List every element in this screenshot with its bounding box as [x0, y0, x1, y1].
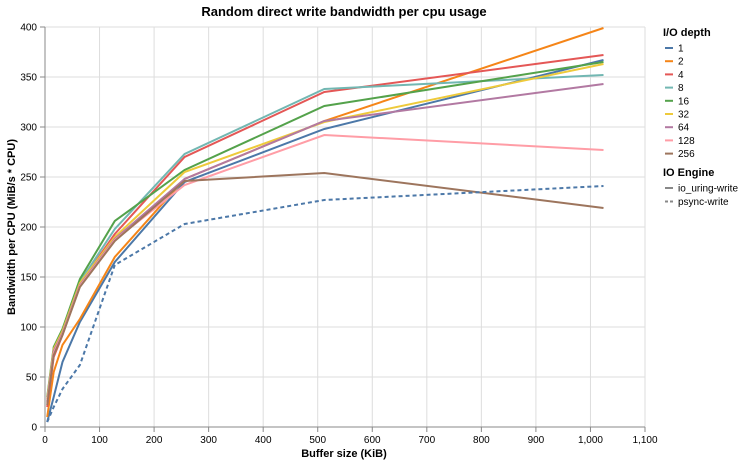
series-line-depth-1-psync-write — [46, 185, 604, 423]
y-tick-label: 250 — [20, 173, 37, 184]
legend: I/O depth IO Engine 1 2 4 8 16 32 64 128 256 io_u… — [663, 27, 738, 208]
series-line-depth-16-io_uring-write — [46, 61, 604, 398]
series-line-depth-1-io_uring-write — [46, 59, 604, 423]
chart-title: Random direct write bandwidth per cpu us… — [201, 4, 486, 19]
legend-color-title: I/O depth — [663, 27, 711, 39]
y-tick-label: 300 — [20, 123, 37, 134]
x-tick-label: 700 — [418, 435, 435, 446]
x-tick-label: 800 — [473, 435, 490, 446]
y-tick-label: 350 — [20, 73, 37, 84]
x-tick-label: 100 — [91, 435, 108, 446]
legend-label-engine-io_uring-write: io_uring-write — [678, 184, 738, 195]
x-tick-label: 400 — [255, 435, 272, 446]
legend-label-depth-16: 16 — [678, 96, 690, 107]
legend-dash-title: IO Engine — [663, 167, 714, 179]
legend-label-depth-4: 4 — [678, 70, 684, 81]
legend-label-depth-256: 256 — [678, 149, 695, 160]
legend-label-depth-2: 2 — [678, 57, 684, 68]
y-tick-label: 0 — [31, 423, 37, 434]
legend-label-depth-8: 8 — [678, 83, 684, 94]
x-tick-label: 1,000 — [578, 435, 603, 446]
y-tick-label: 200 — [20, 223, 37, 234]
x-tick-label: 600 — [364, 435, 381, 446]
x-tick-label: 300 — [200, 435, 217, 446]
x-axis-title: Buffer size (KiB) — [301, 448, 387, 460]
legend-label-depth-128: 128 — [678, 136, 695, 147]
y-tick-label: 400 — [20, 23, 37, 34]
series-line-depth-32-io_uring-write — [46, 63, 604, 400]
x-tick-label: 0 — [42, 435, 48, 446]
series-line-depth-4-io_uring-write — [46, 54, 604, 408]
series-line-depth-128-io_uring-write — [46, 133, 604, 404]
legend-label-engine-psync-write: psync-write — [678, 197, 729, 208]
series-line-depth-256-io_uring-write — [46, 171, 604, 406]
y-tick-label: 50 — [26, 373, 38, 384]
legend-label-depth-32: 32 — [678, 110, 690, 121]
series-layer — [46, 27, 604, 423]
x-tick-label: 500 — [309, 435, 326, 446]
y-tick-label: 150 — [20, 273, 37, 284]
x-tick-label: 200 — [146, 435, 163, 446]
legend-label-depth-1: 1 — [678, 44, 684, 55]
axes: 0 100 200 300 400 500 600 700 800 900 1,000 1,100 0 5… — [20, 23, 658, 447]
legend-label-depth-64: 64 — [678, 123, 690, 134]
y-tick-label: 100 — [20, 323, 37, 334]
y-axis-title: Bandwidth per CPU (MiB/s * CPU) — [6, 139, 18, 315]
x-tick-label: 900 — [528, 435, 545, 446]
x-tick-label: 1,100 — [632, 435, 657, 446]
